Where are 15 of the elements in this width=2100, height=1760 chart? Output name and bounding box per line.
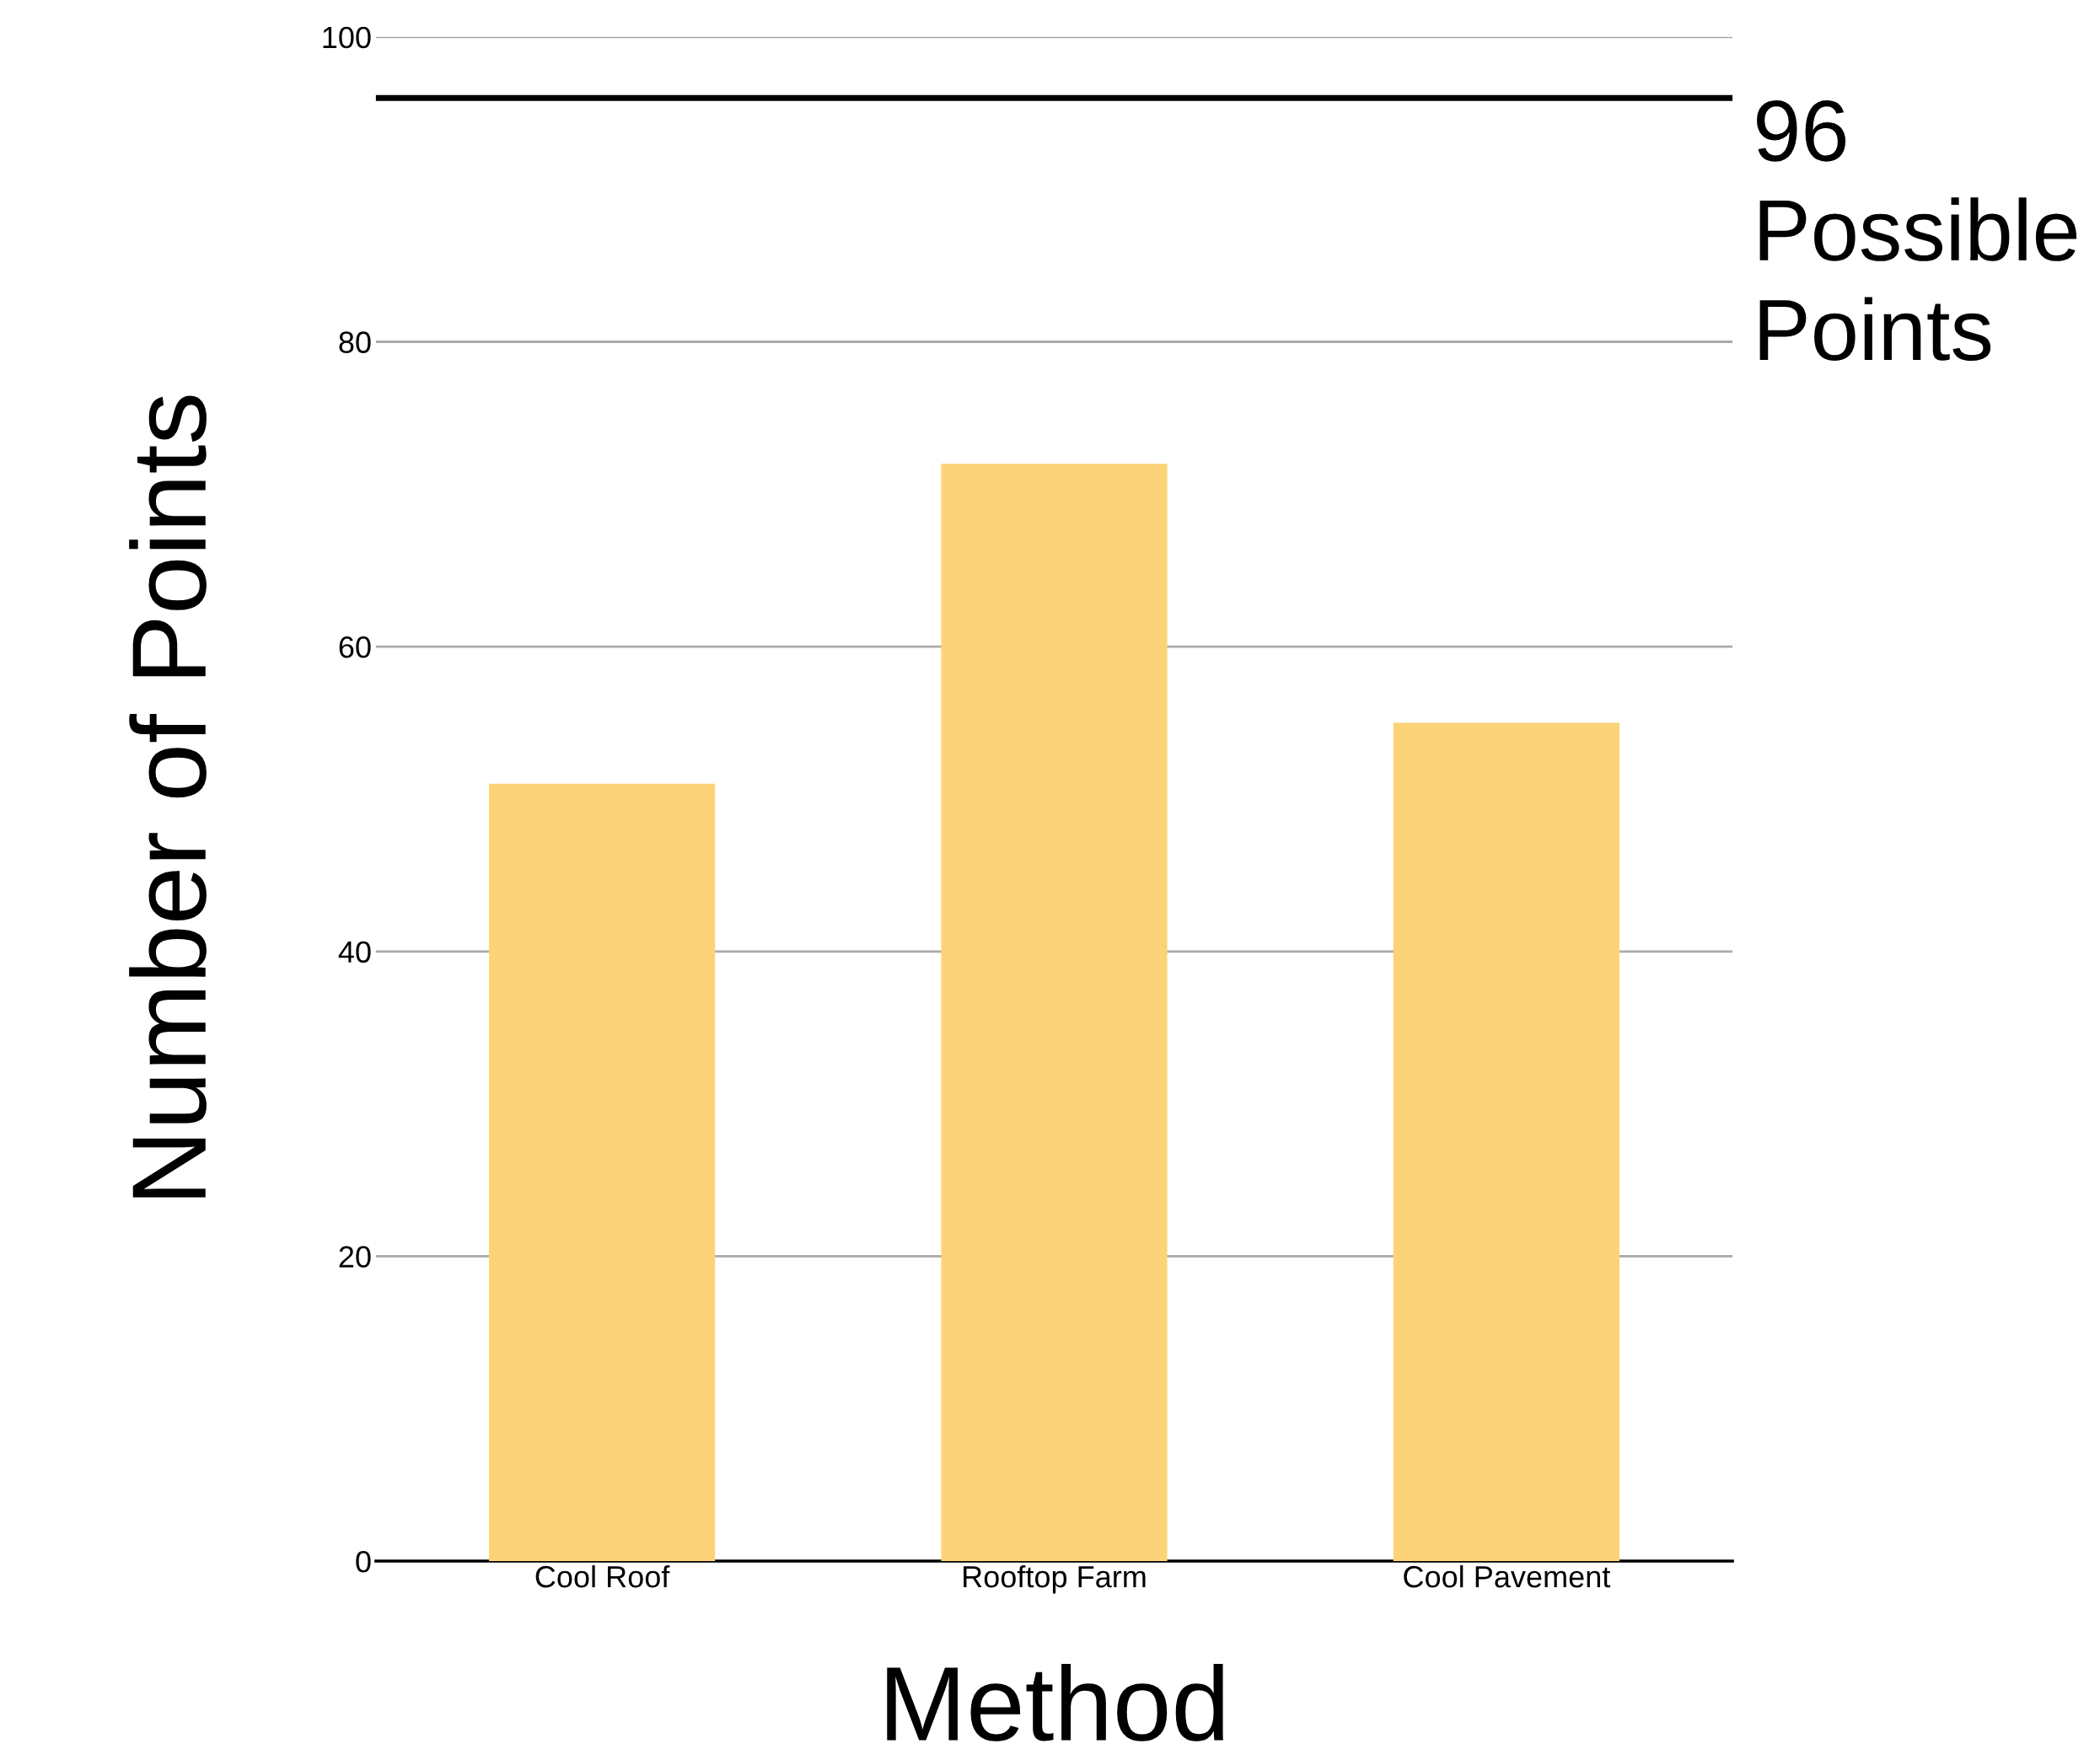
y-tick-label: 60 [339,636,371,658]
ref-line-label: 96 Possible Points [1757,99,2077,361]
y-tick-label: 40 [338,941,371,963]
y-tick-label: 100 [323,26,371,49]
x-tick-label: Cool Pavement [1404,1564,1611,1588]
bar [1393,722,1619,1562]
y-axis-title: Number of Points [129,395,207,1198]
y-tick-label: 80 [339,331,371,353]
y-tick-label: 0 [356,1550,371,1573]
bar [941,464,1168,1562]
y-tick-label: 20 [339,1246,371,1268]
x-tick-label: Cool Roof [535,1564,670,1588]
bar [488,783,716,1562]
x-axis-title: Method [887,1663,1223,1741]
x-tick-label: Rooftop Farm [964,1564,1146,1594]
